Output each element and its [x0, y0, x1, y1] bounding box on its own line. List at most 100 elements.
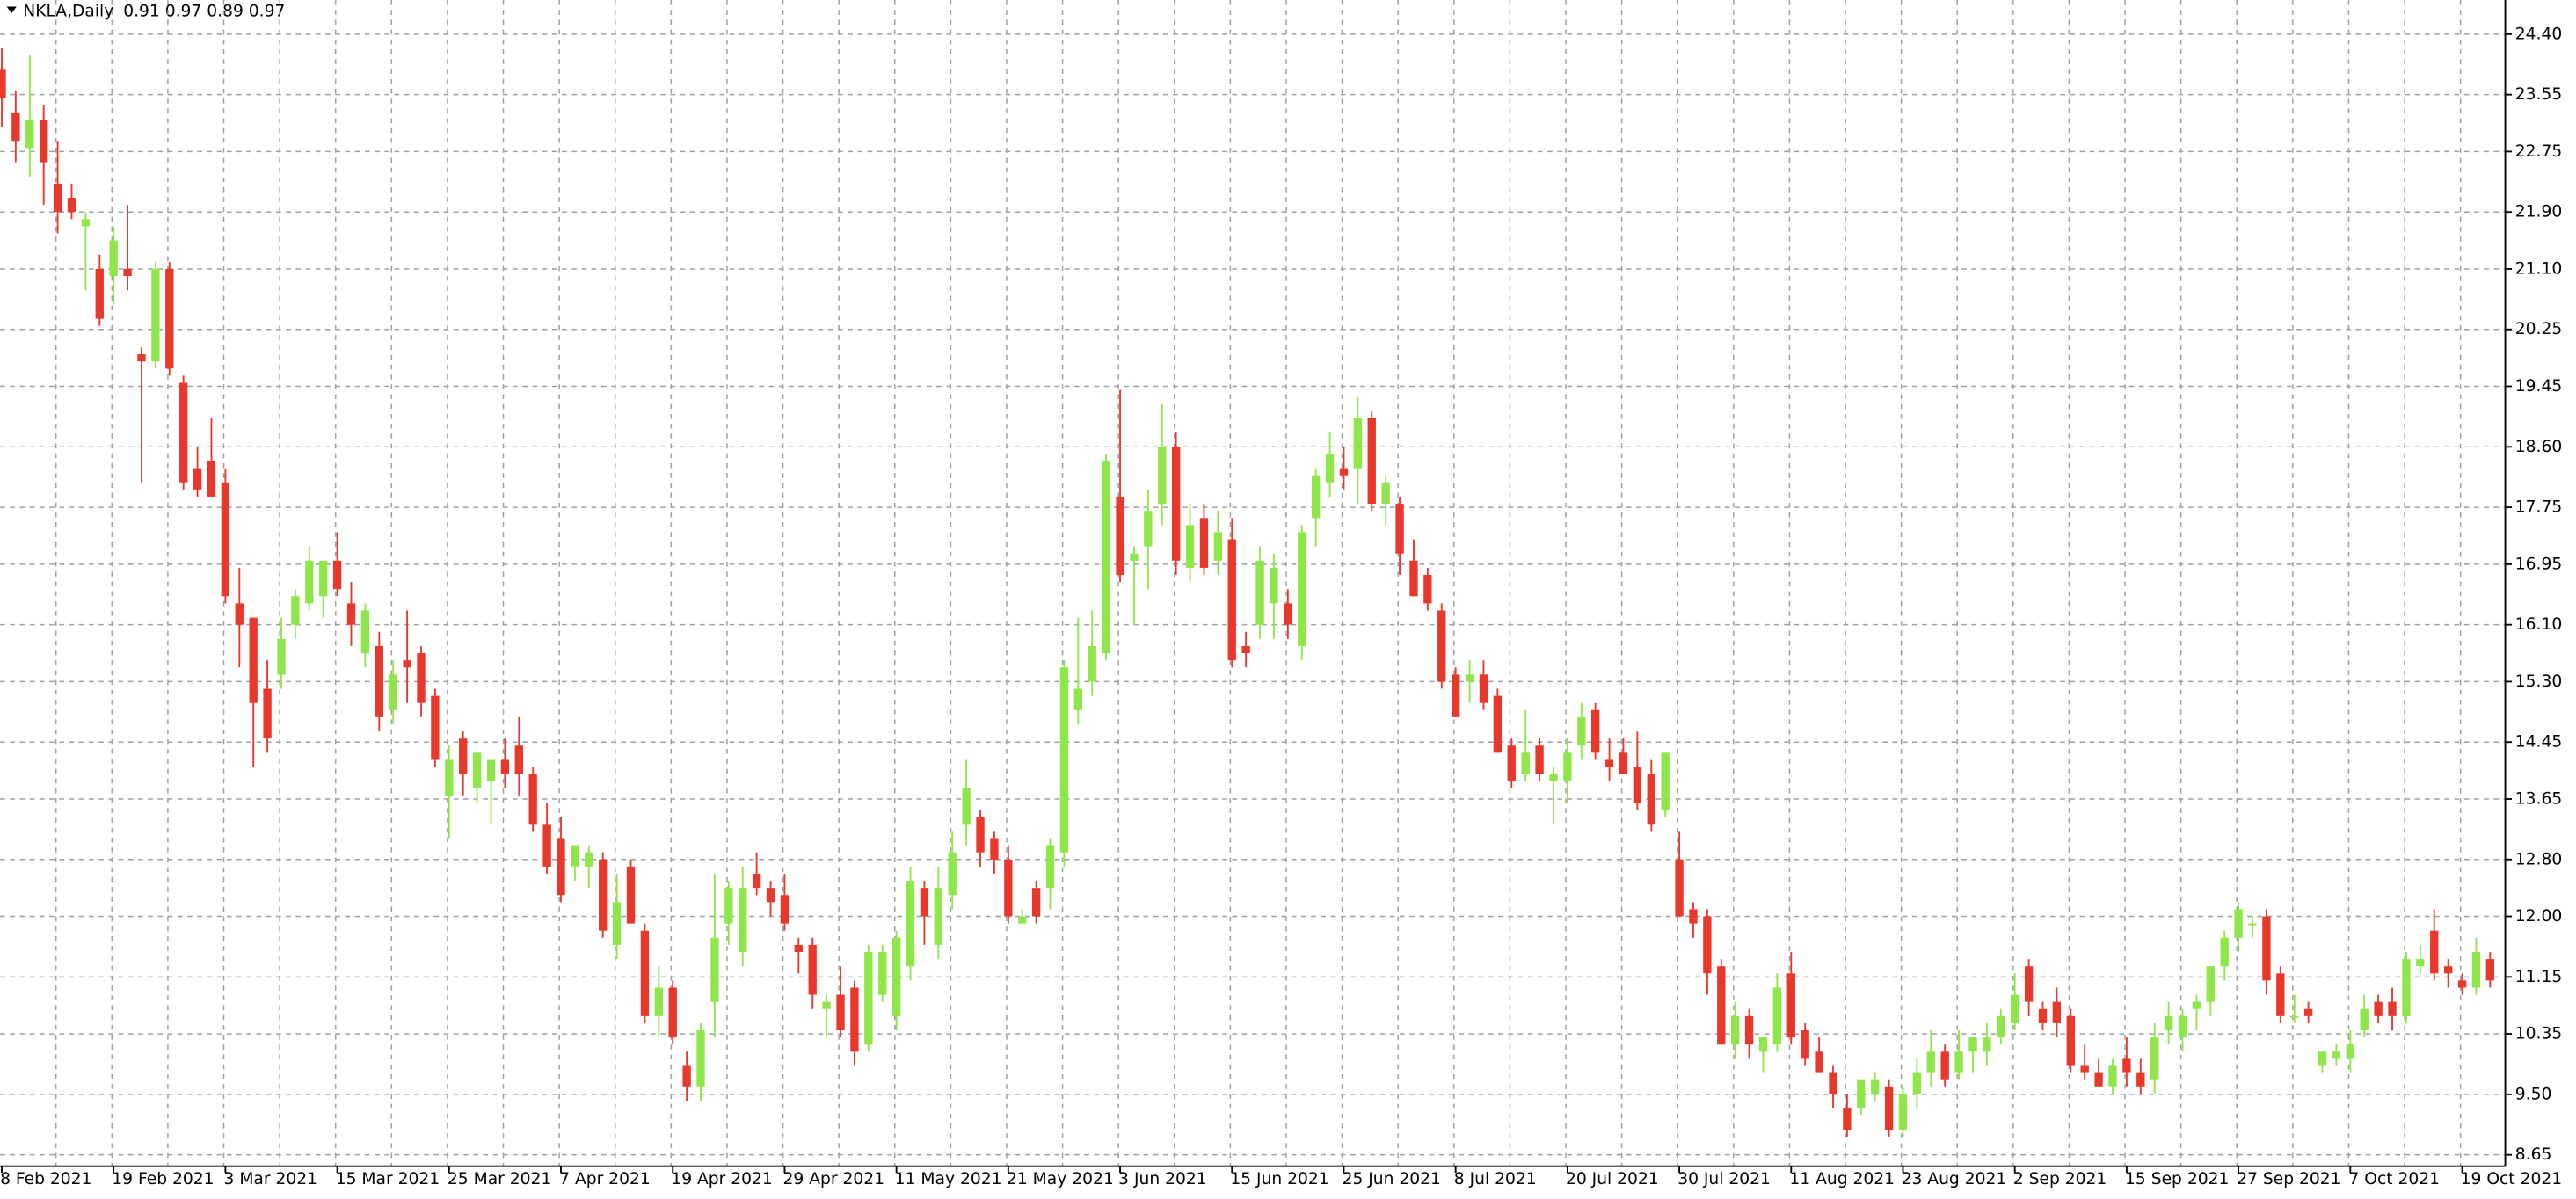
candle-body [1549, 774, 1558, 781]
y-tick-label: 24.40 [2515, 25, 2562, 43]
candle-body [766, 888, 775, 903]
candle-body [1731, 1015, 1740, 1045]
candle-body [1059, 667, 1069, 853]
y-tick-label: 21.10 [2515, 259, 2562, 278]
candle-body [976, 817, 985, 853]
candle-body [459, 738, 468, 774]
candle-body [1158, 447, 1167, 505]
candle-body [2318, 1051, 2327, 1066]
candle-body [2080, 1065, 2089, 1073]
candle-body [1619, 752, 1628, 774]
candle-body [67, 198, 76, 213]
candle-body [891, 937, 901, 1016]
candle-body [1590, 709, 1600, 753]
candle-body [668, 987, 677, 1038]
candle-body [221, 482, 230, 597]
candle-body [2178, 1015, 2187, 1038]
y-tick-label: 12.00 [2515, 907, 2562, 926]
candle-body [2471, 951, 2481, 988]
candle-body [2276, 973, 2285, 1016]
candle-body [1102, 461, 1110, 654]
y-tick-label: 9.50 [2515, 1085, 2552, 1103]
candle-body [2262, 916, 2271, 981]
x-tick-label: 11 Aug 2021 [1789, 1170, 1895, 1188]
candle-body [1786, 973, 1795, 1038]
candle-body [2303, 1008, 2313, 1016]
candle-body [165, 268, 174, 369]
candle-body [696, 1030, 705, 1087]
candle-body [906, 881, 915, 967]
candle-body [1968, 1037, 1977, 1052]
candle-body [1647, 774, 1655, 825]
candle-body [1535, 745, 1544, 774]
candle-body [40, 119, 48, 163]
ohlc-header: 0.91 0.97 0.89 0.97 [123, 3, 285, 21]
candle-body [25, 119, 34, 149]
candle-body [2066, 1015, 2075, 1066]
collapse-arrow [6, 6, 17, 13]
candle-body [1073, 688, 1083, 710]
candle-body [137, 354, 146, 362]
candle-body [403, 660, 411, 668]
x-tick-label: 11 May 2021 [895, 1170, 1002, 1188]
candle-body [710, 937, 719, 1002]
candle-body [1857, 1079, 1866, 1109]
candle-body [1367, 418, 1376, 505]
candle-body [123, 268, 132, 277]
candle-body [1241, 645, 1250, 654]
candle-body [1325, 454, 1335, 483]
candle-body [934, 888, 942, 945]
candle-body [1045, 845, 1055, 889]
candle-body [2290, 1015, 2299, 1018]
y-tick-label: 22.75 [2515, 142, 2562, 161]
candle-body [920, 888, 929, 917]
candle-body [1423, 575, 1432, 604]
candle-body [332, 560, 342, 590]
candle-body [1171, 447, 1181, 561]
candle-body [780, 895, 790, 924]
y-tick-label: 18.60 [2515, 438, 2562, 456]
candle-body [822, 1001, 831, 1009]
candle-body [1954, 1051, 1963, 1073]
x-tick-label: 30 Jul 2021 [1677, 1170, 1771, 1188]
candle-body [528, 774, 537, 825]
candle-body [878, 951, 887, 995]
candle-body [585, 852, 593, 867]
candle-body [571, 845, 579, 867]
candle-body [2248, 923, 2257, 926]
candle-body [2108, 1065, 2117, 1087]
y-tick-label: 16.10 [2515, 615, 2562, 634]
candle-body [486, 759, 496, 781]
y-tick-label: 8.65 [2515, 1145, 2552, 1164]
x-tick-label: 8 Feb 2021 [0, 1170, 91, 1188]
candle-body [2332, 1051, 2341, 1059]
candle-body [193, 468, 202, 490]
candle-body [1997, 1015, 2005, 1038]
candle-body [1521, 752, 1530, 774]
candle-body [1563, 752, 1572, 781]
candle-body [1801, 1030, 1809, 1059]
candle-body [179, 382, 188, 483]
candle-body [109, 240, 118, 277]
candle-body [1815, 1051, 1823, 1073]
candle-body [1465, 674, 1474, 682]
candle-body [1031, 888, 1041, 917]
y-tick-label: 17.75 [2515, 498, 2562, 517]
candle-body [305, 560, 314, 604]
candle-body [431, 695, 440, 760]
candle-body [1088, 645, 1096, 682]
candle-body [53, 183, 62, 213]
candle-body [1758, 1037, 1768, 1052]
candle-body [1493, 695, 1503, 753]
y-tick-label: 12.80 [2515, 850, 2562, 868]
x-tick-label: 2 Sep 2021 [2013, 1170, 2107, 1188]
candle-body [1898, 1094, 1908, 1130]
candle-body [95, 268, 104, 319]
candle-body [1577, 716, 1586, 746]
candle-body [2402, 959, 2411, 1016]
candle-body [319, 560, 328, 597]
candle-body [836, 994, 845, 1031]
candle-body [81, 219, 91, 227]
